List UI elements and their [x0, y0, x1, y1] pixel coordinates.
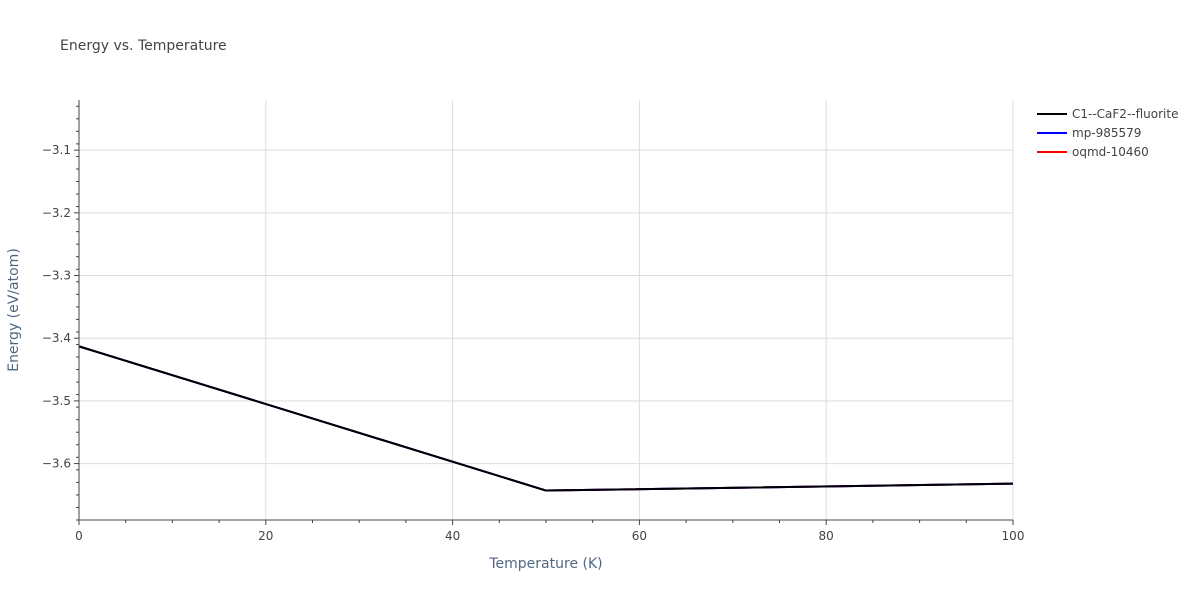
y-axis-ticks: −3.6 −3.5 −3.4 −3.3 −3.2 −3.1 [42, 105, 79, 521]
legend-label: mp-985579 [1072, 126, 1141, 140]
y-tick-label: −3.2 [42, 206, 71, 220]
plot-area [78, 345, 1014, 492]
x-tick-label: 80 [819, 529, 834, 543]
legend-item[interactable]: mp-985579 [1037, 126, 1141, 140]
legend-item[interactable]: C1--CaF2--fluorite [1037, 107, 1178, 121]
x-tick-label: 60 [632, 529, 647, 543]
series-line-1 [78, 345, 1014, 492]
x-axis-title: Temperature (K) [488, 556, 602, 572]
x-tick-label: 20 [258, 529, 273, 543]
y-tick-label: −3.1 [42, 143, 71, 157]
series-line-0 [78, 345, 1014, 492]
y-tick-label: −3.6 [42, 457, 71, 471]
x-tick-label: 100 [1002, 529, 1025, 543]
legend-label: C1--CaF2--fluorite [1072, 107, 1178, 121]
y-tick-label: −3.4 [42, 331, 71, 345]
x-tick-label: 0 [75, 529, 83, 543]
grid-lines [79, 100, 1014, 520]
legend-label: oqmd-10460 [1072, 145, 1149, 159]
axes [78, 100, 1013, 521]
y-tick-label: −3.3 [42, 269, 71, 283]
y-axis-title: Energy (eV/atom) [6, 248, 22, 372]
series-line-2 [78, 345, 1014, 492]
x-axis-ticks: 0 20 40 60 80 100 [75, 520, 1024, 543]
y-tick-label: −3.5 [42, 394, 71, 408]
chart-title: Energy vs. Temperature [60, 38, 227, 54]
legend-item[interactable]: oqmd-10460 [1037, 145, 1149, 159]
x-tick-label: 40 [445, 529, 460, 543]
legend[interactable]: C1--CaF2--fluorite mp-985579 oqmd-10460 [1037, 107, 1178, 159]
